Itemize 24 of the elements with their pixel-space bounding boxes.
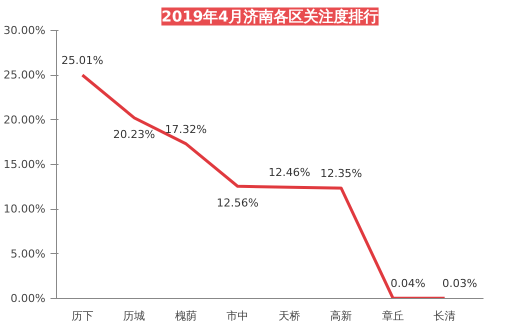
x-tick-label: 槐荫 bbox=[174, 310, 197, 322]
y-tick-label: 25.00% bbox=[4, 68, 46, 82]
text: 12.46% bbox=[268, 166, 310, 180]
text: 25.01% bbox=[61, 54, 104, 68]
x-tick-label: 市中 bbox=[226, 310, 249, 322]
text: 0.04% bbox=[390, 277, 426, 290]
y-tick-label: 20.00% bbox=[4, 113, 46, 126]
x-tick-label: 历下 bbox=[71, 310, 94, 322]
x-tick-label: 章丘 bbox=[382, 310, 404, 322]
text: 0.03% bbox=[442, 277, 478, 290]
x-tick-label: 历城 bbox=[123, 310, 146, 322]
text: 20.23% bbox=[113, 128, 156, 141]
y-tick-label: 0.00% bbox=[10, 292, 46, 305]
text: 17.32% bbox=[164, 122, 207, 136]
text: 12.56% bbox=[216, 196, 259, 210]
chart-title: 2019年4月济南各区关注度排行 bbox=[161, 8, 379, 26]
y-tick-label: 10.00% bbox=[4, 202, 46, 216]
x-tick-label: 天桥 bbox=[278, 310, 300, 322]
x-tick-label: 长清 bbox=[434, 310, 456, 322]
x-tick-label: 高新 bbox=[330, 310, 352, 322]
y-tick-label: 30.00% bbox=[4, 24, 46, 37]
y-tick-label: 15.00% bbox=[4, 158, 46, 171]
text: 12.35% bbox=[320, 167, 362, 180]
y-tick-label: 5.00% bbox=[10, 247, 46, 260]
